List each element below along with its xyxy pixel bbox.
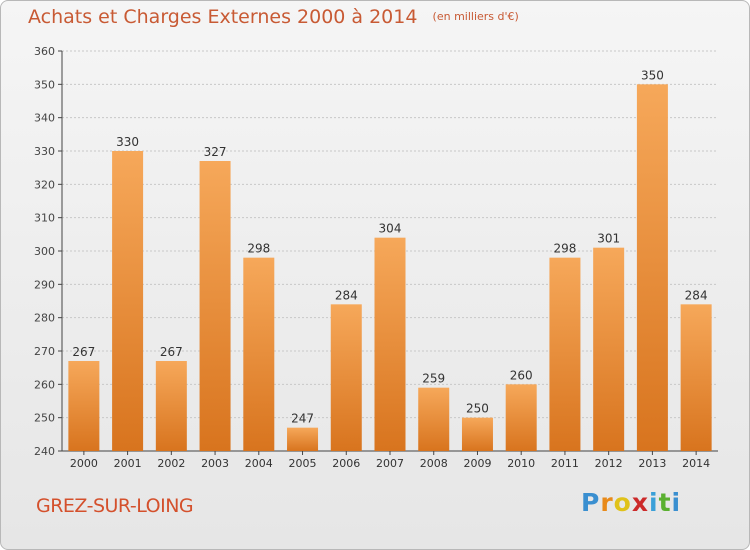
data-label: 260 — [510, 368, 533, 382]
bar-2001 — [112, 151, 144, 451]
logo-letter: t — [658, 488, 672, 517]
y-tick-label: 260 — [34, 378, 55, 391]
bar-2002 — [155, 361, 187, 451]
y-tick-label: 280 — [34, 312, 55, 325]
x-tick-label: 2010 — [507, 457, 535, 470]
y-tick-label: 330 — [34, 145, 55, 158]
x-tick-label: 2009 — [463, 457, 491, 470]
data-label: 267 — [72, 345, 95, 359]
logo-letter: r — [600, 488, 614, 517]
bar-2009 — [461, 417, 493, 451]
logo-letter: i — [671, 488, 682, 517]
data-label: 298 — [553, 242, 576, 256]
bar-2010 — [505, 384, 537, 451]
y-tick-label: 270 — [34, 345, 55, 358]
x-tick-label: 2014 — [682, 457, 710, 470]
y-tick-label: 340 — [34, 112, 55, 125]
y-tick-label: 320 — [34, 178, 55, 191]
logo-letter: x — [631, 488, 649, 517]
data-label: 247 — [291, 412, 314, 426]
bar-2006 — [330, 304, 362, 451]
x-tick-label: 2013 — [638, 457, 666, 470]
y-tick-label: 290 — [34, 278, 55, 291]
data-label: 259 — [422, 372, 445, 386]
x-tick-label: 2000 — [70, 457, 98, 470]
x-tick-label: 2003 — [201, 457, 229, 470]
bar-2003 — [199, 161, 231, 451]
y-tick-label: 350 — [34, 78, 55, 91]
bar-2004 — [243, 257, 275, 451]
bar-2007 — [374, 237, 406, 451]
x-tick-label: 2008 — [420, 457, 448, 470]
y-tick-label: 300 — [34, 245, 55, 258]
data-label: 330 — [116, 135, 139, 149]
y-tick-label: 310 — [34, 212, 55, 225]
bars — [68, 84, 712, 451]
x-tick-label: 2011 — [551, 457, 579, 470]
x-tick-label: 2004 — [245, 457, 273, 470]
data-label: 284 — [685, 288, 708, 302]
chart-subtitle: (en milliers d'€) — [432, 10, 519, 23]
y-tick-label: 250 — [34, 412, 55, 425]
y-tick-label: 240 — [34, 445, 55, 458]
data-label: 298 — [247, 242, 270, 256]
x-tick-label: 2001 — [114, 457, 142, 470]
bar-2014 — [680, 304, 712, 451]
bar-2008 — [418, 387, 450, 451]
bar-2012 — [593, 247, 625, 451]
data-label: 267 — [160, 345, 183, 359]
chart-title: Achats et Charges Externes 2000 à 2014 — [28, 6, 418, 28]
data-labels: 267 330 267 327 298 247 284 304 259 250 260 298 301 3… — [72, 68, 707, 425]
chart-title-row: Achats et Charges Externes 2000 à 2014 (… — [28, 6, 519, 28]
proxiti-logo[interactable]: Proxiti — [581, 488, 681, 517]
x-tick-label: 2007 — [376, 457, 404, 470]
x-tick-label: 2002 — [157, 457, 185, 470]
logo-letter: o — [613, 488, 632, 517]
logo-letter: P — [581, 488, 601, 517]
x-tick-label: 2006 — [332, 457, 360, 470]
bar-2000 — [68, 361, 100, 451]
data-label: 301 — [597, 232, 620, 246]
data-label: 284 — [335, 288, 358, 302]
x-tick-label: 2005 — [289, 457, 317, 470]
bar-2005 — [287, 427, 319, 451]
axes: 240 250 260 270 280 290 300 310 320 330 340 350 360 2… — [34, 45, 718, 470]
data-label: 250 — [466, 402, 489, 416]
bar-2011 — [549, 257, 581, 451]
bar-2013 — [636, 84, 668, 451]
y-tick-label: 360 — [34, 45, 55, 58]
x-tick-label: 2012 — [595, 457, 623, 470]
commune-name: GREZ-SUR-LOING — [36, 495, 194, 517]
data-label: 327 — [204, 145, 227, 159]
data-label: 304 — [379, 222, 402, 236]
data-label: 350 — [641, 68, 664, 82]
logo-letter: i — [649, 488, 659, 517]
